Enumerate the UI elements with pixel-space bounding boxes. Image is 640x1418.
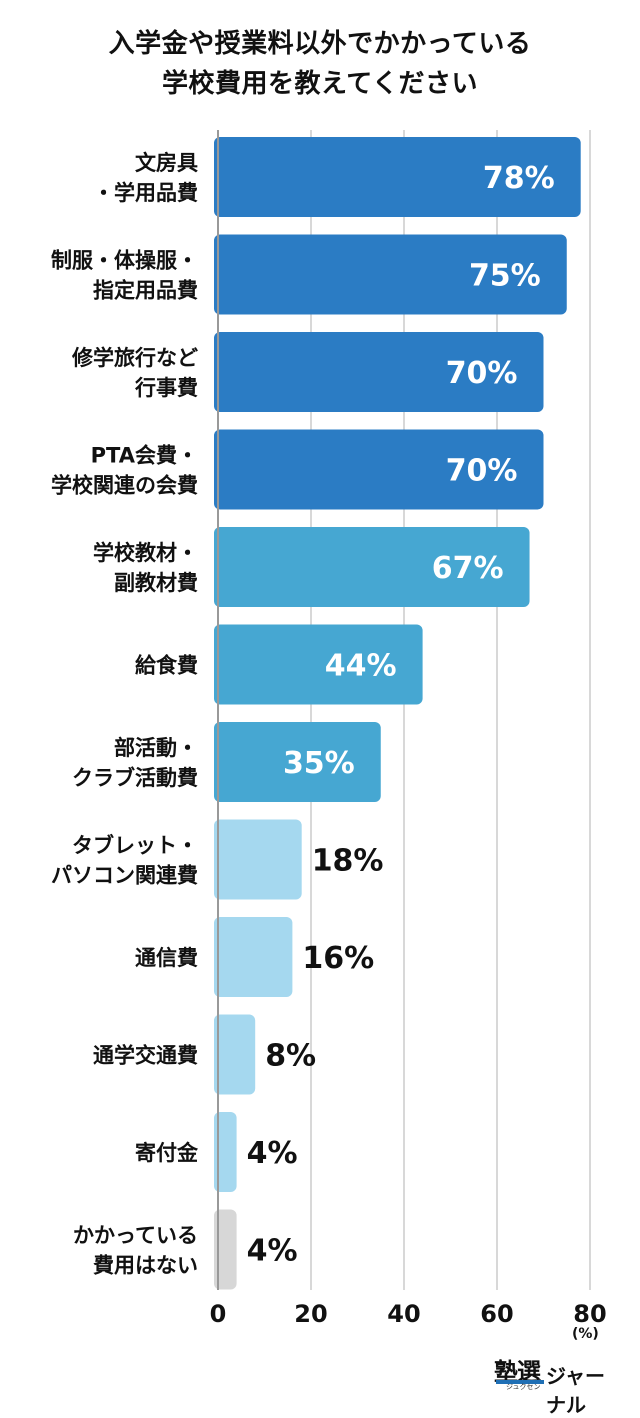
x-axis-unit: (%) — [572, 1326, 599, 1342]
category-label-0-0: 文房具 — [135, 151, 198, 175]
category-label-2-0: 修学旅行など — [71, 346, 198, 370]
value-label-3: 70% — [446, 454, 518, 489]
chart-title-line-1: 入学金や授業料以外でかかっている — [108, 29, 532, 59]
logo-underline — [496, 1380, 544, 1384]
bar-11 — [214, 1209, 237, 1290]
bar-6 — [214, 722, 381, 802]
bar-7 — [214, 819, 302, 900]
category-label-4-0: 学校教材・ — [93, 541, 198, 565]
value-label-7: 18% — [312, 844, 384, 879]
bar-0 — [214, 137, 581, 217]
value-label-1: 75% — [469, 259, 541, 294]
value-label-4: 67% — [432, 551, 504, 586]
category-label-9-0: 通学交通費 — [93, 1044, 198, 1068]
logo-sub-text: ジャーナル — [546, 1364, 605, 1417]
bar-4 — [214, 527, 530, 607]
value-label-0: 78% — [483, 161, 555, 196]
category-label-5-0: 給食費 — [135, 654, 198, 678]
value-label-2: 70% — [446, 356, 518, 391]
bar-1 — [214, 234, 567, 315]
category-label-11-1: 費用はない — [93, 1254, 198, 1278]
category-label-2-1: 行事費 — [134, 376, 198, 400]
value-label-11: 4% — [247, 1234, 298, 1269]
category-label-6-1: クラブ活動費 — [72, 766, 198, 790]
category-label-4-1: 副教材費 — [114, 571, 198, 595]
bar-2 — [214, 332, 544, 412]
value-label-9: 8% — [265, 1039, 316, 1074]
bar-9 — [214, 1014, 256, 1095]
value-label-8: 16% — [302, 941, 374, 976]
x-tick-label-60: 60 — [480, 1300, 513, 1328]
category-label-6-0: 部活動・ — [114, 736, 198, 760]
bar-8 — [214, 917, 293, 997]
value-label-6: 35% — [283, 746, 355, 781]
bar-10 — [214, 1112, 237, 1192]
journal-logo: 塾選 ジュクセン ジャーナル — [494, 1352, 624, 1417]
category-label-10-0: 寄付金 — [135, 1141, 199, 1165]
x-tick-label-0: 0 — [210, 1300, 227, 1328]
bar-3 — [214, 429, 544, 510]
value-label-5: 44% — [325, 649, 397, 684]
category-label-0-1: ・学用品費 — [93, 181, 198, 205]
category-label-7-0: タブレット・ — [72, 834, 198, 858]
category-label-8-0: 通信費 — [135, 946, 198, 970]
category-label-3-0: PTA会費・ — [91, 444, 198, 468]
value-label-10: 4% — [247, 1136, 298, 1171]
chart-title: 入学金や授業料以外でかかっている 学校費用を教えてください — [0, 24, 640, 104]
category-label-1-1: 指定用品費 — [93, 279, 198, 303]
category-label-11-0: かかっている — [73, 1224, 198, 1248]
category-label-7-1: パソコン関連費 — [51, 864, 198, 888]
logo-small-text: ジュクセン — [506, 1383, 541, 1391]
category-label-1-0: 制服・体操服・ — [51, 249, 198, 273]
category-label-3-1: 学校関連の会費 — [51, 474, 198, 498]
x-tick-label-40: 40 — [387, 1300, 420, 1328]
x-tick-label-20: 20 — [294, 1300, 327, 1328]
bar-5 — [214, 624, 423, 705]
chart-title-line-2: 学校費用を教えてください — [162, 69, 478, 99]
x-tick-label-80: 80 — [573, 1300, 606, 1328]
